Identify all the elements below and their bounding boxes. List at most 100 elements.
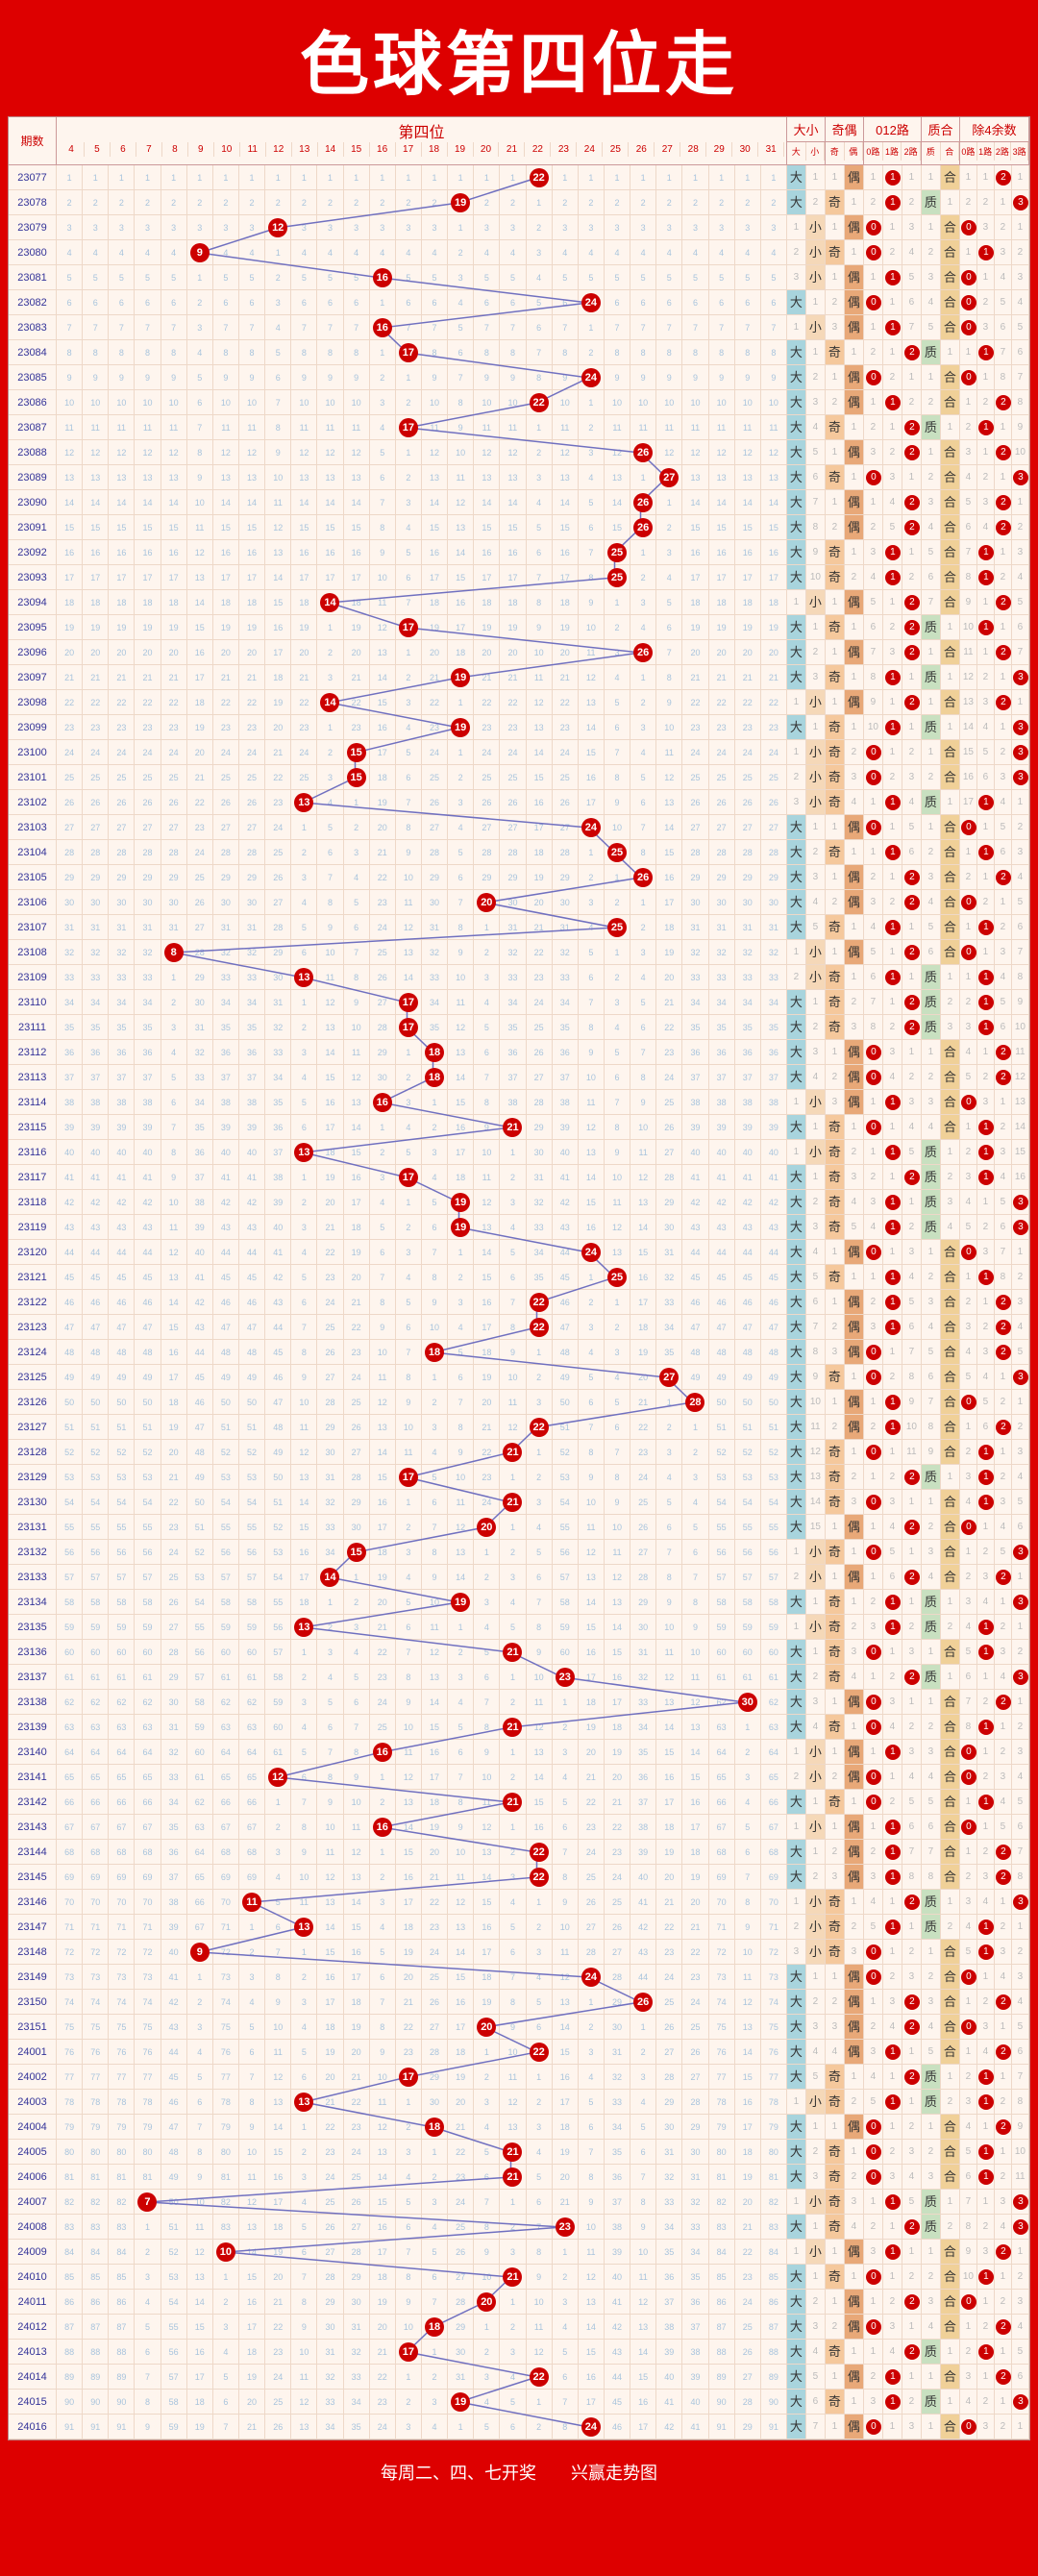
mod3-hit: 1: [885, 2194, 901, 2210]
period-cell: 24007: [9, 2190, 57, 2214]
table-row: 2314165656565336165651268911217710214421…: [9, 1765, 1029, 1790]
winning-ball: 26: [633, 443, 653, 462]
period-cell: 24005: [9, 2140, 57, 2164]
period-cell: 23104: [9, 840, 57, 864]
mod4-hit: 0: [961, 2294, 976, 2310]
qiou-hit: 偶: [845, 1690, 864, 1714]
period-cell: 23118: [9, 1190, 57, 1214]
mod4-hit: 2: [996, 1570, 1011, 1585]
daxiao-hit: 大: [787, 1440, 806, 1464]
winning-ball: 9: [190, 243, 210, 262]
mod3-hit: 1: [885, 1620, 901, 1635]
table-row: 2313660606060285660605713422712252196016…: [9, 1640, 1029, 1665]
table-row: 2314973737373411733821617620251518741224…: [9, 1965, 1029, 1990]
mod3-hit: 2: [904, 1170, 920, 1185]
daxiao-hit: 大: [787, 1015, 806, 1039]
zhihe-hit: 合: [941, 765, 960, 789]
zhihe-hit: 合: [941, 815, 960, 839]
table-row: 2314771717171396771161314154182313165210…: [9, 1915, 1029, 1940]
mod3-hit: 1: [885, 1145, 901, 1160]
daxiao-hit: 大: [787, 665, 806, 689]
table-row: 2311539393939735393936617141421692129391…: [9, 1115, 1029, 1140]
period-cell: 23119: [9, 1215, 57, 1239]
period-cell: 23140: [9, 1740, 57, 1764]
daxiao-hit: 大: [787, 390, 806, 414]
winning-ball: 19: [451, 1193, 470, 1212]
qiou-hit: 奇: [826, 765, 845, 789]
period-cell: 23144: [9, 1840, 57, 1864]
table-row: 2401489898975717519241132332212313422616…: [9, 2365, 1029, 2390]
daxiao-hit: 小: [806, 690, 826, 714]
zhihe-hit: 合: [941, 640, 960, 664]
zhihe-hit: 合: [941, 2165, 960, 2189]
mod4-hit: 0: [961, 270, 976, 285]
zhihe-hit: 合: [941, 690, 960, 714]
daxiao-hit: 大: [787, 1640, 806, 1664]
daxiao-hit: 大: [787, 1065, 806, 1089]
mod4-hit: 1: [978, 1944, 994, 1960]
mod4-hit: 2: [996, 445, 1011, 460]
mod3-hit: 0: [866, 1795, 881, 1810]
zhihe-hit: 质: [922, 1190, 941, 1214]
qiou-hit: 奇: [826, 415, 845, 439]
mod3-hit: 0: [866, 2169, 881, 2185]
zhihe-hit: 合: [941, 1940, 960, 1964]
mod4-hit: 0: [961, 1520, 976, 1535]
mod3-hit: 1: [885, 395, 901, 410]
mod4-hit: 2: [996, 645, 1011, 660]
mod3-hit: 2: [904, 995, 920, 1010]
period-cell: 23123: [9, 1315, 57, 1339]
qiou-hit: 偶: [845, 2315, 864, 2339]
winning-ball: 12: [268, 218, 287, 237]
winning-ball: 21: [503, 1643, 522, 1662]
table-row: 2312953535353214953535013312815175102312…: [9, 1465, 1029, 1490]
daxiao-hit: 大: [787, 365, 806, 389]
mod3-hit: 0: [866, 745, 881, 760]
zhihe-hit: 质: [922, 1615, 941, 1639]
period-cell: 23094: [9, 590, 57, 614]
mod3-hit: 2: [904, 945, 920, 960]
qiou-hit: 奇: [826, 1465, 845, 1489]
winning-ball: 17: [399, 1018, 418, 1037]
qiou-hit: 偶: [845, 2040, 864, 2064]
daxiao-hit: 大: [787, 890, 806, 914]
table-row: 2313963636363315963636046725101558211221…: [9, 1715, 1029, 1740]
table-row: 2309721212121211721211821321142211921211…: [9, 665, 1029, 690]
zhihe-hit: 合: [941, 2240, 960, 2264]
winning-ball: 30: [738, 1693, 757, 1712]
daxiao-hit: 大: [787, 915, 806, 939]
mod4-hit: 1: [978, 2169, 994, 2185]
zhihe-hit: 质: [922, 1015, 941, 1039]
daxiao-hit: 大: [787, 1965, 806, 1989]
zhihe-hit: 合: [941, 1740, 960, 1764]
period-cell: 24014: [9, 2365, 57, 2389]
winning-ball: 21: [503, 2167, 522, 2187]
zhihe-hit: 合: [941, 2115, 960, 2139]
daxiao-hit: 大: [787, 1490, 806, 1514]
table-row: 2309418181818181418181518141811718161818…: [9, 590, 1029, 615]
zhihe-hit: 合: [941, 565, 960, 589]
mod3-hit: 2: [904, 445, 920, 460]
winning-ball: 10: [216, 2242, 235, 2262]
daxiao-hit: 小: [806, 215, 826, 239]
qiou-hit: 偶: [845, 1515, 864, 1539]
daxiao-hit: 小: [806, 740, 826, 764]
period-cell: 23151: [9, 2015, 57, 2039]
winning-ball: 21: [503, 1118, 522, 1137]
winning-ball: 21: [503, 1493, 522, 1512]
zhihe-hit: 合: [941, 840, 960, 864]
qiou-hit: 奇: [826, 2165, 845, 2189]
qiou-hit: 奇: [826, 2340, 845, 2364]
winning-ball: 17: [399, 2342, 418, 2362]
qiou-hit: 奇: [826, 2215, 845, 2239]
zhihe-hit: 合: [941, 1240, 960, 1264]
period-cell: 24008: [9, 2215, 57, 2239]
mod3-hit: 1: [885, 845, 901, 860]
period-cell: 23126: [9, 1390, 57, 1414]
table-row: 2308812121212128121291212125112101212212…: [9, 440, 1029, 465]
zhihe-hit: 合: [941, 315, 960, 339]
mod4-hit: 1: [978, 970, 994, 985]
period-cell: 23100: [9, 740, 57, 764]
qiou-hit: 偶: [845, 2290, 864, 2314]
table-row: 2309519191919191519191619119121719171919…: [9, 615, 1029, 640]
